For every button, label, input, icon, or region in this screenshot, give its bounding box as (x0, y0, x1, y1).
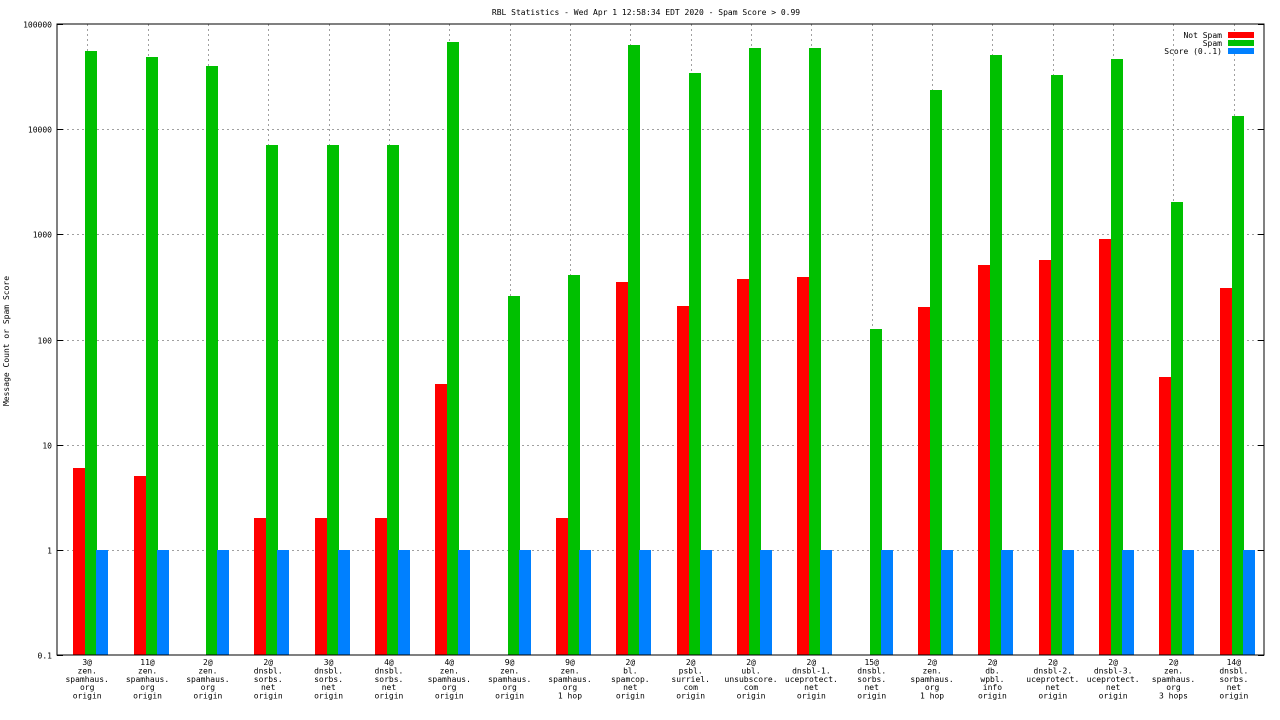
bar-not-spam (556, 518, 568, 655)
legend-label: Not Spam (1183, 31, 1222, 40)
y-tick-label: 0.1 (38, 652, 53, 661)
bar-not-spam (1039, 260, 1051, 655)
bar-spam (870, 329, 882, 655)
x-tick-label: 9@ zen. spamhaus. org origin (488, 658, 531, 701)
bar-not-spam (435, 384, 447, 655)
bar-not-spam (1220, 288, 1232, 655)
bar-score-0-1 (338, 550, 350, 655)
bar-spam (327, 145, 339, 655)
bar-spam (809, 48, 821, 655)
legend-swatch (1228, 32, 1254, 38)
x-tick-label: 2@ psbl. surriel. com origin (671, 658, 710, 701)
x-tick-label: 11@ zen. spamhaus. org origin (126, 658, 169, 701)
bar-score-0-1 (700, 550, 712, 655)
bar-spam (146, 57, 158, 655)
grid-lines (57, 24, 1264, 656)
bar-score-0-1 (96, 550, 108, 655)
bar-spam (85, 51, 97, 655)
bar-spam (689, 73, 701, 655)
bar-spam (749, 48, 761, 655)
bar-not-spam (315, 518, 327, 655)
bar-score-0-1 (519, 550, 531, 655)
bar-score-0-1 (217, 550, 229, 655)
bar-not-spam (73, 468, 85, 655)
bar-score-0-1 (157, 550, 169, 655)
bar-not-spam (134, 476, 146, 655)
y-tick-label: 100 (38, 337, 53, 346)
bar-score-0-1 (398, 550, 410, 655)
plot-frame (56, 23, 1265, 656)
legend-swatch (1228, 40, 1254, 46)
x-tick-label: 2@ ubl. unsubscore. com origin (725, 658, 778, 701)
bar-score-0-1 (881, 550, 893, 655)
x-tick-label: 9@ zen. spamhaus. org 1 hop (548, 658, 591, 701)
bar-score-0-1 (820, 550, 832, 655)
bar-spam (628, 45, 640, 655)
bar-not-spam (616, 282, 628, 655)
x-tick-label: 2@ db. wpbl. info origin (978, 658, 1007, 701)
bar-spam (990, 55, 1002, 655)
y-tick-label: 1 (47, 547, 52, 556)
x-tick-labels: 3@ zen. spamhaus. org origin 11@ zen. spamhaus.… (65, 658, 1248, 701)
bars (73, 42, 1255, 655)
bar-not-spam (1159, 377, 1171, 655)
y-axis-label: Message Count or Spam Score (2, 276, 11, 406)
bar-not-spam (797, 277, 809, 655)
bar-not-spam (375, 518, 387, 655)
bar-not-spam (677, 306, 689, 655)
bar-spam (1051, 75, 1063, 655)
bar-score-0-1 (1062, 550, 1074, 655)
x-tick-label: 2@ dnsbl-1. uceprotect. net origin (785, 658, 838, 701)
bar-spam (266, 145, 278, 655)
bar-score-0-1 (1243, 550, 1255, 655)
bar-not-spam (254, 518, 266, 655)
y-tick-label: 100000 (23, 21, 52, 30)
bar-score-0-1 (1001, 550, 1013, 655)
bar-not-spam (978, 265, 990, 655)
x-tick-label: 4@ dnsbl. sorbs. net origin (374, 658, 403, 701)
x-tick-label: 3@ dnsbl. sorbs. net origin (314, 658, 343, 701)
x-tick-label: 2@ zen. spamhaus. org origin (186, 658, 229, 701)
x-tick-label: 2@ dnsbl-3. uceprotect. net origin (1087, 658, 1140, 701)
x-tick-label: 3@ zen. spamhaus. org origin (65, 658, 108, 701)
bar-spam (1232, 116, 1244, 655)
bar-spam (930, 90, 942, 655)
bar-spam (1111, 59, 1123, 655)
bar-score-0-1 (1182, 550, 1194, 655)
bar-not-spam (918, 307, 930, 655)
y-tick-labels: 0.1 1 10 100 1000 10000 100000 (23, 21, 52, 661)
chart-title: RBL Statistics - Wed Apr 1 12:58:34 EDT … (492, 8, 800, 17)
x-tick-label: 4@ zen. spamhaus. org origin (428, 658, 471, 701)
bar-score-0-1 (760, 550, 772, 655)
x-tick-label: 2@ bl. spamcop. net origin (611, 658, 650, 701)
bar-spam (387, 145, 399, 655)
bar-score-0-1 (458, 550, 470, 655)
bar-spam (568, 275, 580, 655)
bar-score-0-1 (277, 550, 289, 655)
x-tick-label: 2@ zen. spamhaus. org 3 hops (1152, 658, 1195, 701)
x-tick-label: 15@ dnsbl. sorbs. net origin (857, 658, 886, 701)
x-tick-label: 14@ dnsbl. sorbs. net origin (1219, 658, 1248, 701)
y-tick-label: 1000 (33, 231, 52, 240)
bar-score-0-1 (941, 550, 953, 655)
bar-spam (508, 296, 520, 655)
legend-label: Score (0..1) (1164, 47, 1222, 56)
bar-not-spam (737, 279, 749, 655)
bar-score-0-1 (579, 550, 591, 655)
y-tick-label: 10 (42, 442, 52, 451)
legend-label: Spam (1203, 39, 1222, 48)
bar-not-spam (1099, 239, 1111, 655)
x-tick-label: 2@ dnsbl. sorbs. net origin (254, 658, 283, 701)
x-tick-label: 2@ dnsbl-2. uceprotect. net origin (1026, 658, 1079, 701)
bar-spam (206, 66, 218, 655)
legend-swatch (1228, 48, 1254, 54)
y-tick-label: 10000 (28, 126, 52, 135)
x-tick-label: 2@ zen. spamhaus. org 1 hop (910, 658, 953, 701)
bar-score-0-1 (639, 550, 651, 655)
bar-spam (447, 42, 459, 655)
bar-spam (1171, 202, 1183, 655)
bar-score-0-1 (1122, 550, 1134, 655)
